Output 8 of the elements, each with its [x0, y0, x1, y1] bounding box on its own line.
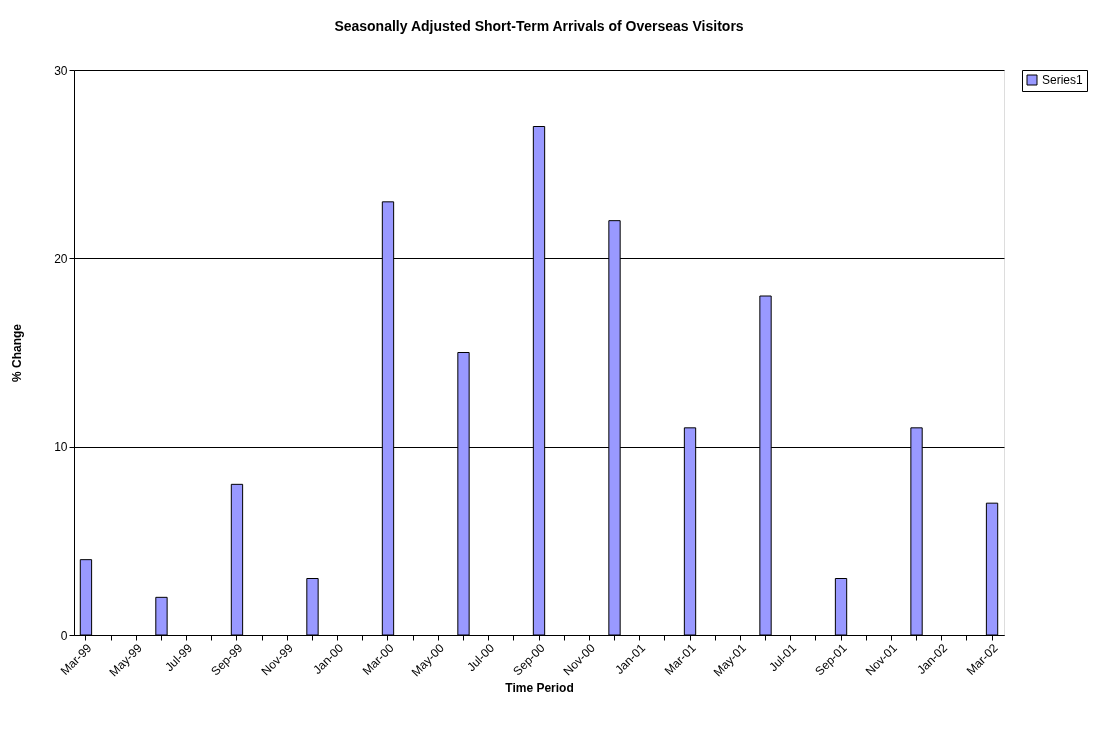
x-axis-title: Time Period: [505, 680, 574, 695]
chart-title: Seasonally Adjusted Short-Term Arrivals of Overseas Visitors: [334, 18, 744, 34]
y-tick-label: 0: [60, 628, 68, 643]
y-axis-title: % Change: [10, 323, 25, 383]
y-tick-label: 30: [54, 63, 68, 78]
legend-label: Series1: [1042, 73, 1084, 87]
y-tick-label: 20: [54, 251, 68, 266]
y-tick-label: 10: [54, 440, 68, 455]
